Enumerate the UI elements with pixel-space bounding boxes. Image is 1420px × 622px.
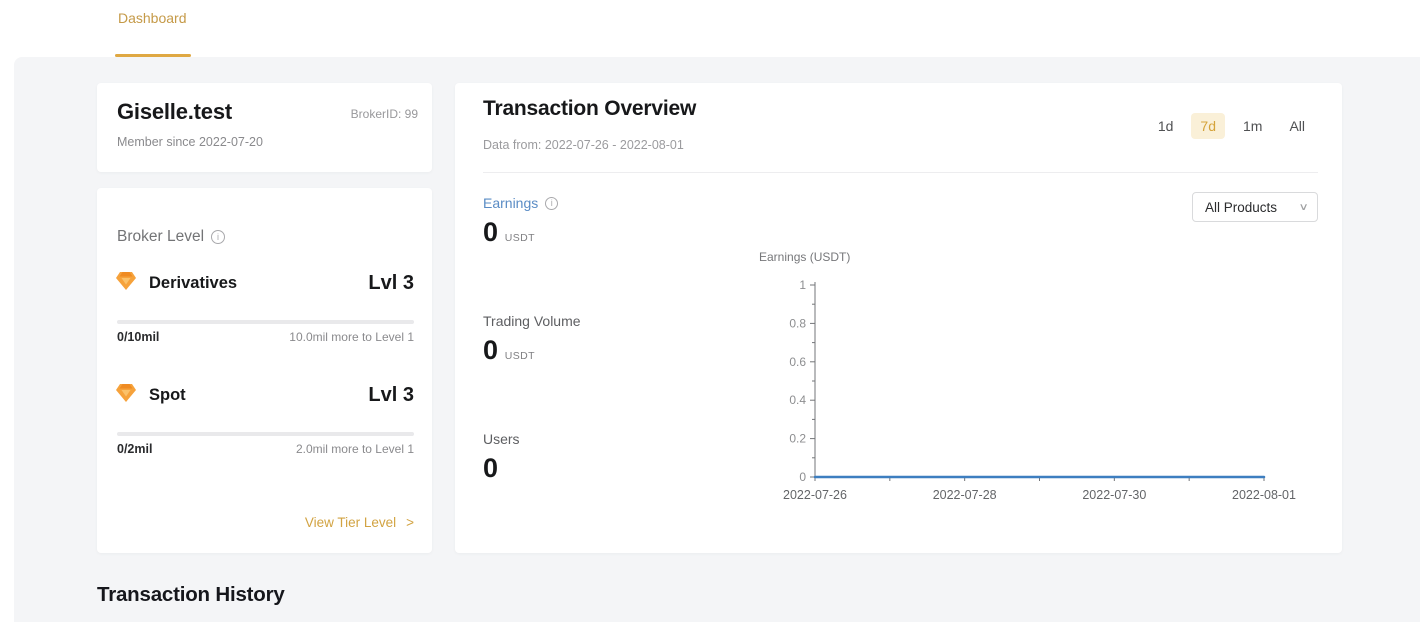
member-since: Member since 2022-07-20	[117, 135, 263, 149]
derivatives-remaining-label: 10.0mil more to Level 1	[289, 330, 414, 344]
gem-icon	[115, 271, 137, 296]
svg-text:2022-07-26: 2022-07-26	[783, 488, 847, 502]
chevron-right-icon: >	[406, 515, 414, 530]
tier-name-derivatives: Derivatives	[149, 273, 238, 292]
tier-level-derivatives: Lvl 3	[368, 271, 414, 294]
info-icon[interactable]: i	[545, 196, 559, 210]
svg-text:2022-08-01: 2022-08-01	[1232, 488, 1296, 502]
svg-text:0.4: 0.4	[789, 393, 806, 407]
earnings-unit: USDT	[504, 232, 535, 244]
users-value: 0	[483, 453, 498, 483]
products-dropdown[interactable]: All Products ∨	[1192, 192, 1318, 222]
svg-text:Earnings (USDT): Earnings (USDT)	[759, 250, 850, 264]
tier-row-derivatives: Derivatives Lvl 3	[115, 268, 414, 298]
time-range-selector: 1d 7d 1m All	[1149, 113, 1314, 139]
svg-text:1: 1	[799, 278, 806, 292]
derivatives-progress-label: 0/10mil	[117, 330, 160, 344]
trading-volume-unit: USDT	[504, 350, 535, 362]
svg-text:2022-07-28: 2022-07-28	[933, 488, 997, 502]
tier-level-spot: Lvl 3	[368, 383, 414, 406]
earnings-label: Earnings	[483, 195, 539, 211]
tier-row-spot: Spot Lvl 3	[115, 380, 414, 410]
svg-text:0.2: 0.2	[789, 432, 806, 446]
derivatives-progress-bar	[117, 320, 414, 324]
earnings-value: 0	[483, 217, 498, 247]
spot-remaining-label: 2.0mil more to Level 1	[295, 442, 414, 456]
broker-id: BrokerID: 99	[350, 107, 418, 121]
products-dropdown-value: All Products	[1205, 199, 1278, 215]
metric-trading-volume[interactable]: Trading Volume 0 USDT	[483, 313, 581, 366]
users-label: Users	[483, 431, 520, 447]
range-tab-7d[interactable]: 7d	[1191, 113, 1225, 139]
spot-progress-bar	[117, 432, 414, 436]
tier-name-spot: Spot	[149, 385, 186, 404]
earnings-chart-container: Earnings (USDT) 0 0.2 0.4 0.6 0.8 1 2022-07-26 2…	[753, 245, 1313, 513]
svg-text:2022-07-30: 2022-07-30	[1082, 488, 1146, 502]
tab-dashboard[interactable]: Dashboard	[118, 10, 187, 26]
tab-active-underline	[115, 54, 191, 57]
view-tier-level-link[interactable]: View Tier Level >	[304, 515, 414, 530]
overview-title: Transaction Overview	[483, 97, 697, 120]
divider	[483, 172, 1318, 173]
broker-level-card: Broker Level i Derivatives Lvl 3 0/10mil…	[97, 188, 432, 553]
svg-text:0.6: 0.6	[789, 355, 806, 369]
svg-text:0: 0	[799, 470, 806, 484]
range-tab-1d[interactable]: 1d	[1157, 118, 1174, 134]
trading-volume-label: Trading Volume	[483, 313, 581, 329]
range-tab-1m[interactable]: 1m	[1242, 118, 1263, 134]
profile-card: Giselle.test BrokerID: 99 Member since 2…	[97, 83, 432, 172]
info-icon[interactable]: i	[211, 230, 226, 244]
gem-icon	[115, 383, 137, 408]
transaction-overview-card: Transaction Overview Data from: 2022-07-…	[455, 83, 1342, 553]
range-tab-all[interactable]: All	[1289, 118, 1305, 134]
metric-earnings[interactable]: Earnings i 0 USDT	[483, 195, 559, 248]
svg-text:0.8: 0.8	[789, 316, 806, 330]
transaction-history-title: Transaction History	[97, 583, 285, 606]
trading-volume-value: 0	[483, 335, 498, 365]
metric-users[interactable]: Users 0	[483, 431, 520, 484]
broker-level-title: Broker Level	[117, 228, 205, 245]
top-nav: Dashboard	[0, 0, 1420, 57]
chevron-down-icon: ∨	[1298, 201, 1309, 213]
broker-name: Giselle.test	[117, 99, 232, 124]
overview-date-range: Data from: 2022-07-26 - 2022-08-01	[483, 138, 684, 152]
spot-progress-label: 0/2mil	[117, 442, 153, 456]
